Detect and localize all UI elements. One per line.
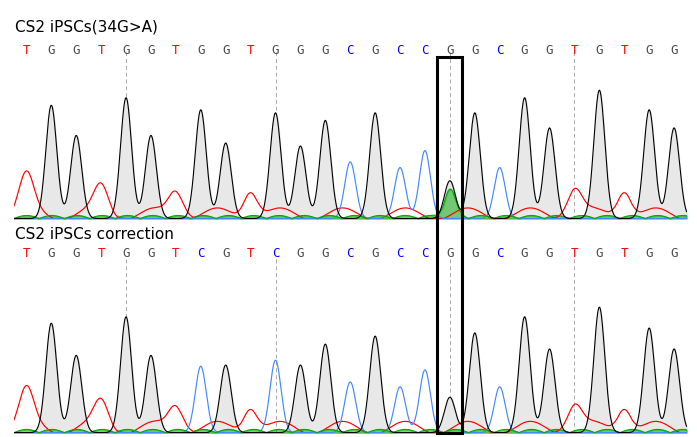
Text: T: T bbox=[98, 247, 105, 260]
Text: G: G bbox=[222, 247, 229, 260]
Text: C: C bbox=[197, 247, 204, 260]
Text: T: T bbox=[247, 247, 254, 260]
Text: G: G bbox=[197, 44, 204, 57]
Text: T: T bbox=[620, 44, 628, 57]
Text: G: G bbox=[596, 247, 603, 260]
Text: T: T bbox=[247, 44, 254, 57]
Text: T: T bbox=[22, 247, 30, 260]
Text: G: G bbox=[147, 44, 155, 57]
Text: G: G bbox=[446, 44, 454, 57]
Text: G: G bbox=[72, 247, 80, 260]
Text: G: G bbox=[671, 247, 678, 260]
Text: T: T bbox=[571, 247, 579, 260]
Text: G: G bbox=[372, 44, 379, 57]
Text: C: C bbox=[397, 44, 404, 57]
Text: G: G bbox=[47, 44, 55, 57]
Text: C: C bbox=[346, 44, 354, 57]
Text: G: G bbox=[671, 44, 678, 57]
Text: G: G bbox=[546, 44, 553, 57]
Text: G: G bbox=[272, 44, 279, 57]
Text: G: G bbox=[645, 44, 653, 57]
Text: C: C bbox=[496, 247, 503, 260]
Text: G: G bbox=[297, 44, 304, 57]
Text: G: G bbox=[321, 247, 329, 260]
Text: G: G bbox=[471, 247, 479, 260]
Text: G: G bbox=[147, 247, 155, 260]
Text: G: G bbox=[72, 44, 80, 57]
Text: G: G bbox=[521, 247, 528, 260]
Text: T: T bbox=[571, 44, 579, 57]
Text: G: G bbox=[122, 44, 130, 57]
Text: G: G bbox=[321, 44, 329, 57]
Text: G: G bbox=[372, 247, 379, 260]
Text: G: G bbox=[47, 247, 55, 260]
Text: G: G bbox=[122, 247, 130, 260]
Text: C: C bbox=[346, 247, 354, 260]
Text: G: G bbox=[596, 44, 603, 57]
Text: CS2 iPSCs correction: CS2 iPSCs correction bbox=[15, 227, 174, 242]
Text: T: T bbox=[98, 44, 105, 57]
Text: T: T bbox=[172, 44, 180, 57]
Text: T: T bbox=[620, 247, 628, 260]
Text: T: T bbox=[22, 44, 30, 57]
Text: G: G bbox=[222, 44, 229, 57]
Text: G: G bbox=[546, 247, 553, 260]
Text: CS2 iPSCs(34G>A): CS2 iPSCs(34G>A) bbox=[15, 20, 158, 35]
Text: G: G bbox=[446, 247, 454, 260]
Text: C: C bbox=[421, 247, 429, 260]
Text: C: C bbox=[272, 247, 279, 260]
Text: G: G bbox=[471, 44, 479, 57]
Text: C: C bbox=[397, 247, 404, 260]
Text: G: G bbox=[297, 247, 304, 260]
Text: C: C bbox=[496, 44, 503, 57]
Text: G: G bbox=[521, 44, 528, 57]
Text: G: G bbox=[645, 247, 653, 260]
Text: T: T bbox=[172, 247, 180, 260]
Text: C: C bbox=[421, 44, 429, 57]
